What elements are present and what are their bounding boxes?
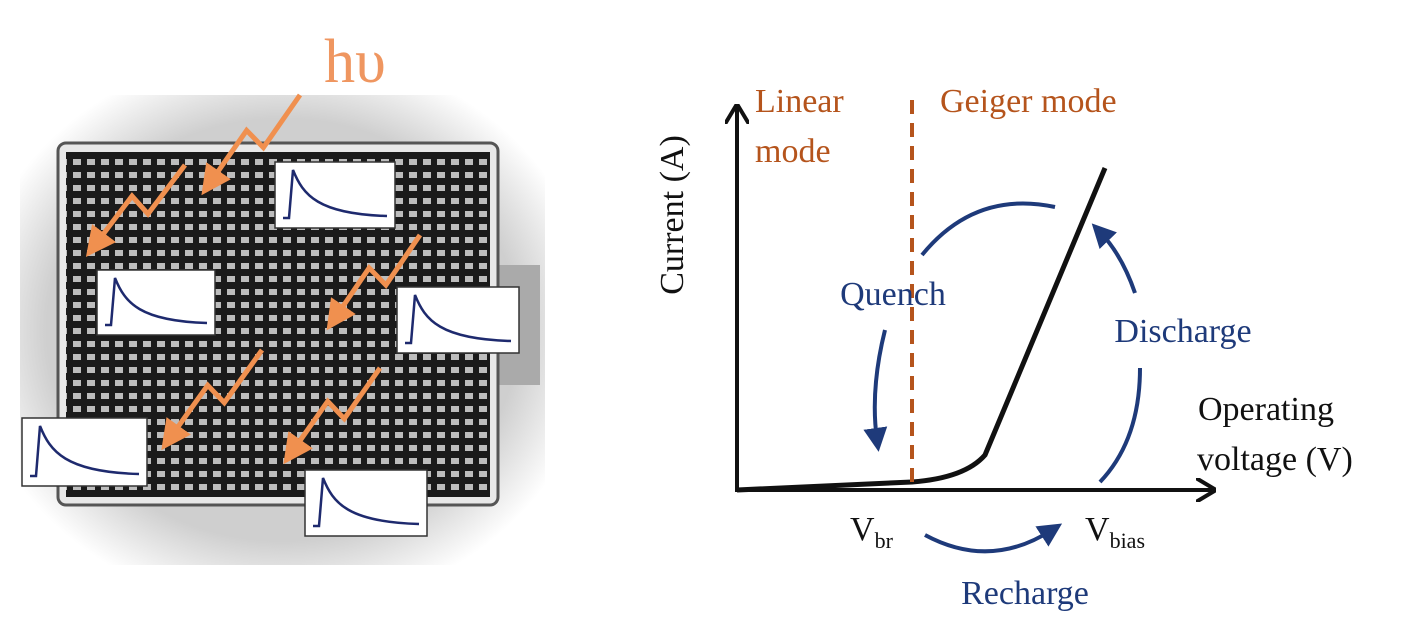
- vbr-label: Vbr: [850, 511, 894, 553]
- photon-arrow: [161, 348, 265, 451]
- photon-arrow: [283, 366, 383, 465]
- x-axis-label: voltage (V): [1197, 441, 1353, 478]
- photon-arrow: [326, 233, 423, 331]
- discharge-label: Discharge: [1114, 313, 1251, 350]
- recharge-label: Recharge: [961, 575, 1089, 612]
- cycle-arrows: [863, 201, 1142, 554]
- geiger-label: Geiger mode: [940, 83, 1117, 120]
- pulse-boxes: [21, 161, 520, 537]
- pulse: [30, 425, 140, 478]
- photon-label: hυ: [324, 28, 386, 96]
- pulse-box: [274, 161, 396, 229]
- iv-plot: [735, 100, 1212, 492]
- linear-label: Linear: [755, 83, 844, 120]
- vbias-label: Vbias: [1085, 511, 1145, 553]
- photon-arrows: [85, 93, 423, 465]
- pulse: [405, 294, 512, 345]
- photon-arrow: [85, 163, 187, 257]
- photon-arrow: [201, 93, 303, 196]
- quench-label: Quench: [840, 276, 946, 313]
- linear-label: mode: [755, 133, 831, 170]
- y-axis-label: Current (A): [654, 135, 691, 295]
- x-axis-label: Operating: [1198, 391, 1334, 428]
- pulse: [313, 477, 420, 528]
- pulse: [105, 277, 208, 327]
- pulse: [283, 169, 388, 220]
